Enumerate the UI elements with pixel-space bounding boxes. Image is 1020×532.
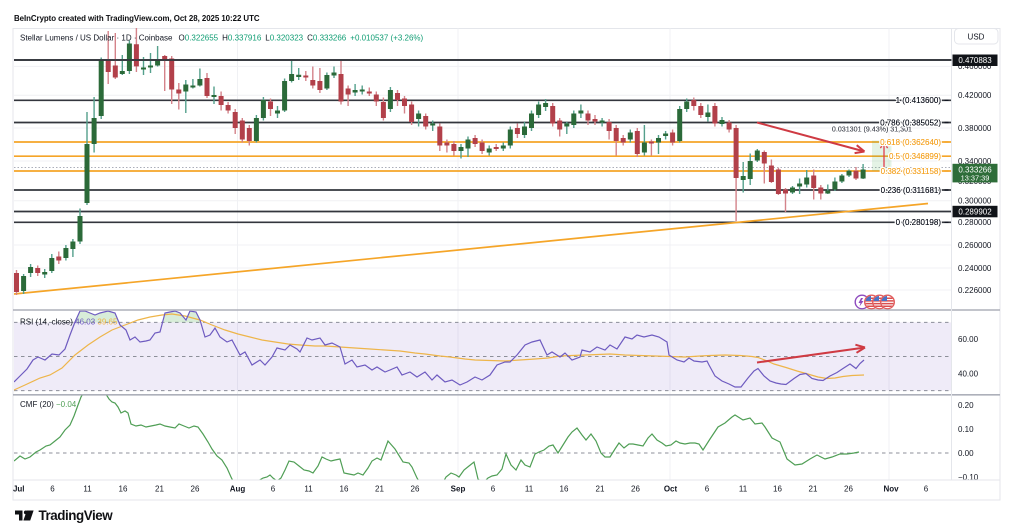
svg-text:0.5 (0.346899): 0.5 (0.346899) (889, 152, 941, 161)
svg-text:0 (0.280198): 0 (0.280198) (896, 218, 942, 227)
svg-text:26: 26 (191, 485, 200, 494)
svg-text:11: 11 (304, 485, 313, 494)
svg-text:0.5 (0.346899): 0.5 (0.346899) (889, 152, 941, 161)
svg-text:16: 16 (773, 485, 782, 494)
svg-text:21: 21 (809, 485, 818, 494)
svg-text:Jul: Jul (13, 485, 25, 494)
svg-text:21: 21 (596, 485, 605, 494)
svg-text:21: 21 (155, 485, 164, 494)
svg-text:Aug: Aug (230, 485, 246, 494)
svg-text:Stellar Lumens / US Dollar · 1: Stellar Lumens / US Dollar · 1D · Coinba… (20, 34, 424, 43)
svg-text:6: 6 (491, 485, 496, 494)
svg-text:40.00: 40.00 (958, 369, 979, 378)
svg-text:0.618 (0.362640): 0.618 (0.362640) (880, 138, 941, 147)
svg-text:0.10: 0.10 (958, 425, 974, 434)
svg-text:11: 11 (525, 485, 534, 494)
svg-text:0.333266: 0.333266 (958, 166, 992, 175)
svg-text:13:37:39: 13:37:39 (961, 174, 990, 183)
svg-text:Sep: Sep (451, 485, 466, 494)
svg-text:0.786 (0.385052): 0.786 (0.385052) (880, 118, 941, 127)
svg-text:0.031301 (9.43%) 31,301: 0.031301 (9.43%) 31,301 (832, 125, 912, 133)
svg-text:6: 6 (705, 485, 710, 494)
svg-text:0.380000: 0.380000 (958, 124, 992, 133)
svg-text:BeInCrypto created with Tradin: BeInCrypto created with TradingView.com,… (14, 14, 260, 23)
svg-text:16: 16 (560, 485, 569, 494)
svg-text:26: 26 (631, 485, 640, 494)
svg-text:6: 6 (50, 485, 55, 494)
svg-text:1 (0.413600): 1 (0.413600) (896, 96, 942, 105)
svg-text:0.00: 0.00 (958, 449, 974, 458)
svg-text:Nov: Nov (883, 485, 899, 494)
svg-text:0.470883: 0.470883 (958, 56, 992, 65)
svg-text:11: 11 (83, 485, 92, 494)
svg-text:0.300000: 0.300000 (958, 197, 992, 206)
svg-text:USD: USD (968, 33, 985, 42)
svg-text:0.280000: 0.280000 (958, 218, 992, 227)
svg-text:21: 21 (375, 485, 384, 494)
svg-text:0.260000: 0.260000 (958, 241, 992, 250)
svg-text:0.382 (0.331158): 0.382 (0.331158) (881, 167, 942, 176)
svg-text:0.236 (0.311681): 0.236 (0.311681) (881, 186, 942, 195)
svg-text:0.289902: 0.289902 (958, 207, 992, 216)
svg-text:26: 26 (844, 485, 853, 494)
svg-text:16: 16 (119, 485, 128, 494)
svg-text:16: 16 (340, 485, 349, 494)
svg-text:60.00: 60.00 (958, 335, 979, 344)
svg-text:0.460000: 0.460000 (958, 62, 992, 71)
svg-text:0.340000: 0.340000 (958, 157, 992, 166)
svg-text:0.382 (0.331158): 0.382 (0.331158) (881, 167, 942, 176)
svg-text:CMF (20) −0.04: CMF (20) −0.04 (20, 400, 77, 409)
svg-text:0.20: 0.20 (958, 401, 974, 410)
svg-text:RSI (14, close) 46.03 39.65: RSI (14, close) 46.03 39.65 (20, 318, 118, 327)
svg-text:6: 6 (924, 485, 929, 494)
svg-text:0.031301 (9.43%) 31,301: 0.031301 (9.43%) 31,301 (832, 125, 912, 133)
svg-text:11: 11 (739, 485, 748, 494)
svg-text:TradingView: TradingView (39, 508, 114, 523)
svg-text:26: 26 (411, 485, 420, 494)
svg-text:1 (0.413600): 1 (0.413600) (896, 96, 942, 105)
svg-text:0.786 (0.385052): 0.786 (0.385052) (880, 118, 941, 127)
svg-text:6: 6 (271, 485, 276, 494)
svg-text:0.420000: 0.420000 (958, 91, 992, 100)
svg-text:0 (0.280198): 0 (0.280198) (896, 218, 942, 227)
svg-text:Oct: Oct (664, 485, 678, 494)
svg-text:0.618 (0.362640): 0.618 (0.362640) (880, 138, 941, 147)
svg-text:0.236 (0.311681): 0.236 (0.311681) (881, 186, 942, 195)
svg-text:−0.10: −0.10 (958, 473, 979, 482)
svg-text:0.240000: 0.240000 (958, 264, 992, 273)
svg-text:0.226000: 0.226000 (958, 286, 992, 295)
